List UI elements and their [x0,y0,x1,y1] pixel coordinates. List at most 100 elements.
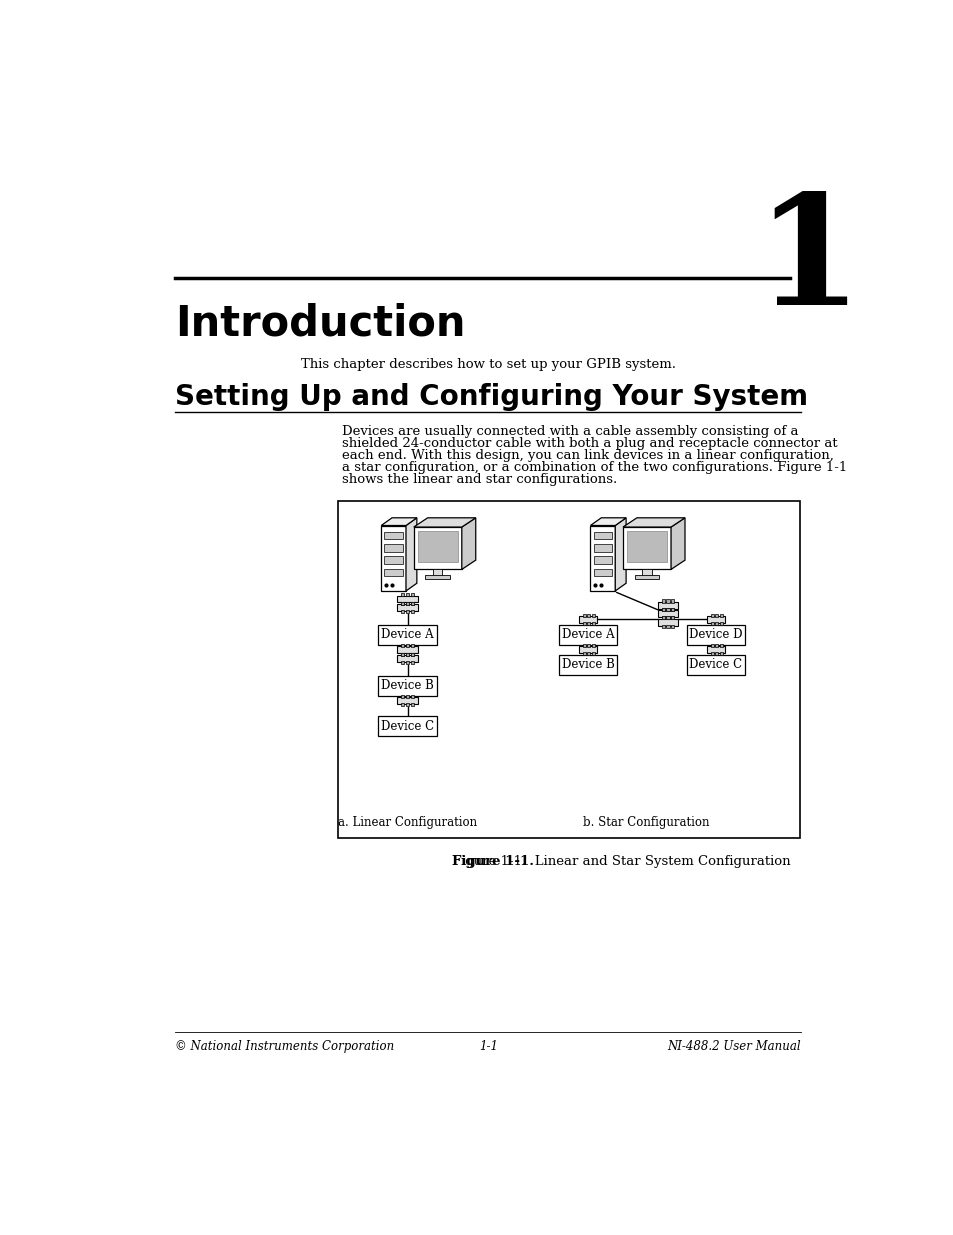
Bar [720,645,722,647]
Text: Device C: Device C [689,658,741,672]
Bar [710,652,713,655]
Bar [666,625,669,627]
Bar [592,614,595,616]
Bar [377,716,436,736]
Bar [417,531,457,562]
Bar [710,614,713,616]
Bar [578,616,597,622]
Text: Device C: Device C [380,720,434,732]
Bar [706,616,724,622]
Bar [384,568,402,577]
Bar [401,695,404,698]
Polygon shape [381,517,416,526]
Bar [410,695,414,698]
Text: Devices are usually connected with a cable assembly consisting of a: Devices are usually connected with a cab… [341,425,798,438]
Text: Setting Up and Configuring Your System: Setting Up and Configuring Your System [174,383,807,411]
Bar [593,531,612,540]
Bar [410,645,414,647]
Bar [401,661,404,664]
Bar [406,610,409,614]
Bar [582,645,585,647]
Bar [410,661,414,664]
Bar [587,652,590,655]
Bar [384,556,402,564]
Bar [666,616,669,620]
Bar [661,599,664,603]
Bar [670,625,674,627]
Text: Device B: Device B [380,679,434,692]
Text: b. Star Configuration: b. Star Configuration [582,816,709,829]
Bar [593,568,612,577]
Bar [661,608,664,611]
Bar [401,704,404,706]
Bar [582,652,585,655]
Bar [706,646,724,652]
Bar [410,593,414,597]
Bar [384,543,402,552]
Bar [384,531,402,540]
Bar [720,652,722,655]
Text: shielded 24-conductor cable with both a plug and receptacle connector at: shielded 24-conductor cable with both a … [341,437,837,451]
Bar [401,601,404,605]
Bar [710,645,713,647]
Bar [401,652,404,656]
Polygon shape [670,517,684,569]
Bar [406,652,409,656]
Bar [592,652,595,655]
Text: Device B: Device B [561,658,614,672]
Bar [410,704,414,706]
Bar [661,616,664,620]
Bar [710,622,713,625]
Bar [406,601,409,605]
Polygon shape [461,517,476,569]
Bar [686,655,744,674]
Bar [661,625,664,627]
Bar [337,501,799,839]
Bar [670,608,674,611]
Bar [410,652,414,656]
Bar [401,645,404,647]
Bar [410,601,414,605]
Bar [670,616,674,620]
Bar [587,614,590,616]
Bar [592,622,595,625]
Bar [658,601,678,609]
Text: a star configuration, or a combination of the two configurations. Figure 1-1: a star configuration, or a combination o… [341,461,846,474]
Bar [666,608,669,611]
Bar [720,622,722,625]
Bar [658,610,678,618]
Bar [377,625,436,645]
Bar [720,614,722,616]
Bar [661,616,664,620]
Bar [715,652,718,655]
Bar [558,625,617,645]
Bar [406,695,409,698]
Bar [661,608,664,611]
Bar [686,625,744,645]
Bar [406,704,409,706]
Bar [587,622,590,625]
Text: Device A: Device A [381,629,434,641]
Text: Figure 1-1.  Linear and Star System Configuration: Figure 1-1. Linear and Star System Confi… [452,855,790,868]
Bar [666,616,669,620]
Text: a. Linear Configuration: a. Linear Configuration [337,816,476,829]
Bar [658,619,678,626]
Bar [406,652,409,656]
Bar [401,601,404,605]
Text: Figure 1-1.: Figure 1-1. [452,855,534,868]
Bar [582,614,585,616]
Bar [397,595,417,603]
Bar [670,608,674,611]
Polygon shape [590,517,625,526]
Bar [593,543,612,552]
Polygon shape [615,517,625,592]
Text: shows the linear and star configurations.: shows the linear and star configurations… [341,473,617,487]
Text: Device D: Device D [688,629,742,641]
Bar [406,661,409,664]
Polygon shape [622,517,684,527]
Bar [433,569,442,577]
Bar [397,655,417,662]
Bar [666,608,669,611]
Bar [666,599,669,603]
Text: This chapter describes how to set up your GPIB system.: This chapter describes how to set up you… [301,358,676,370]
